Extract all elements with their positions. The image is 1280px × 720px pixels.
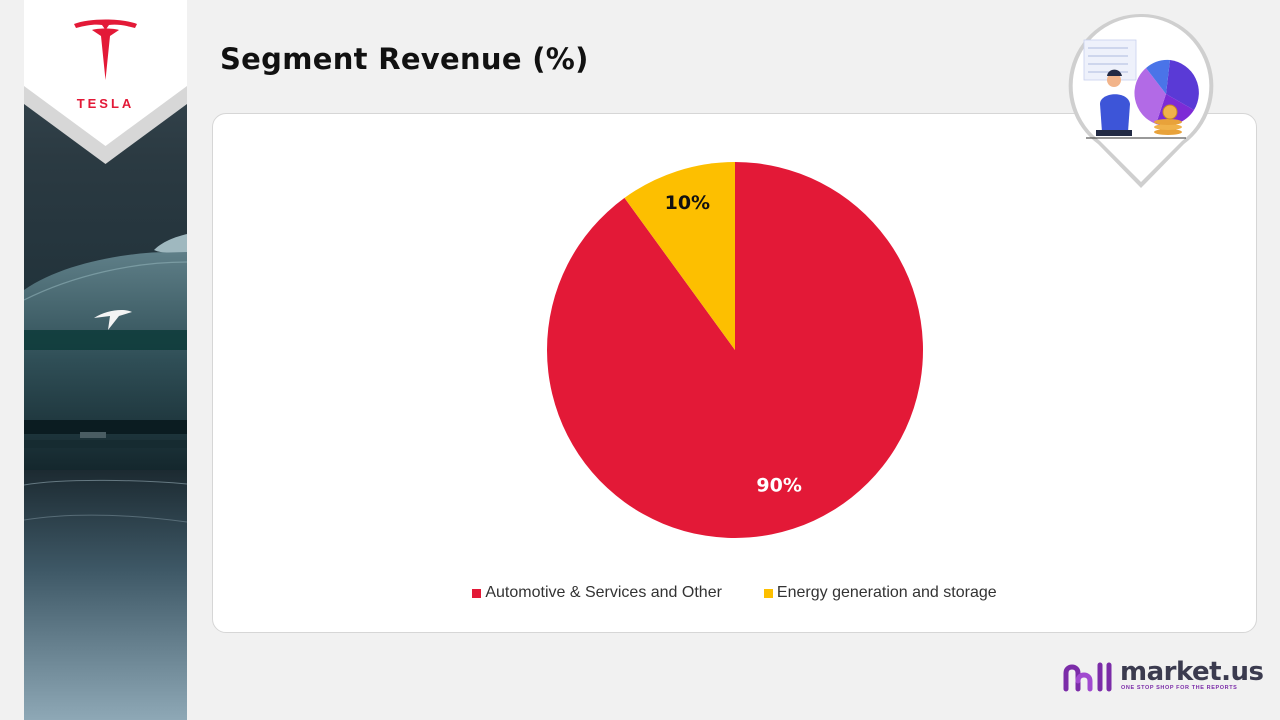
tesla-logo-icon: [74, 19, 137, 80]
legend-swatch: [763, 588, 773, 598]
slice-label-energy: 10%: [665, 192, 710, 214]
chart-legend: Automotive & Services and Other Energy ge…: [213, 584, 1256, 602]
marketus-wordmark: market.us: [1120, 657, 1264, 687]
slice-label-automotive: 90%: [756, 474, 801, 496]
logo-card-shape: [24, 0, 187, 164]
page-title: Segment Revenue (%): [220, 42, 589, 76]
marketus-brand: market.us ONE STOP SHOP FOR THE REPORTS: [1062, 657, 1264, 697]
marketus-logo-icon: [1063, 662, 1112, 692]
legend-label: Energy generation and storage: [776, 584, 997, 601]
legend-item-energy: Energy generation and storage: [763, 584, 997, 602]
marketus-tagline: ONE STOP SHOP FOR THE REPORTS: [1121, 685, 1238, 691]
legend-swatch: [472, 588, 482, 598]
analyst-illustration-icon: [1068, 13, 1214, 188]
pie-slice-energy: [624, 162, 735, 350]
analyst-illustration-badge: [1066, 12, 1216, 190]
legend-item-automotive: Automotive & Services and Other: [472, 584, 722, 602]
car-photo: [24, 234, 187, 720]
legend-label: Automotive & Services and Other: [485, 584, 722, 601]
tesla-logo-card: TESLA: [24, 0, 187, 165]
tesla-wordmark: TESLA: [76, 96, 135, 111]
chart-card: 90% 10% Automotive & Services and Other En…: [212, 113, 1257, 633]
pie-chart: 90% 10%: [546, 162, 923, 538]
